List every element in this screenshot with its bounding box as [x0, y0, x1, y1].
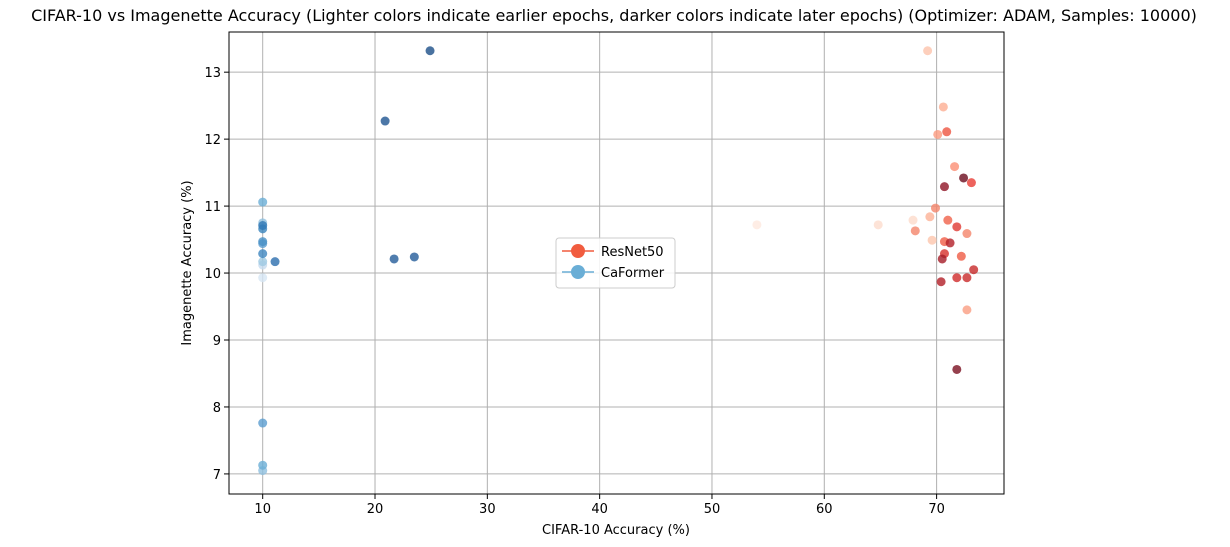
- data-points: [258, 46, 979, 476]
- data-point-resnet50: [945, 238, 955, 248]
- data-point-resnet50: [925, 212, 935, 222]
- y-axis-label: Imagenette Accuracy (%): [180, 180, 195, 345]
- data-point-resnet50: [952, 273, 962, 283]
- data-point-resnet50: [962, 229, 972, 239]
- x-tick-label: 30: [479, 502, 496, 517]
- data-point-caformer: [258, 221, 268, 231]
- data-point-resnet50: [936, 277, 946, 287]
- data-point-resnet50: [930, 203, 940, 213]
- data-point-caformer: [258, 418, 268, 428]
- legend-marker-caformer: [571, 265, 585, 279]
- x-tick-label: 50: [704, 502, 721, 517]
- data-point-resnet50: [910, 226, 920, 236]
- data-point-resnet50: [908, 215, 918, 225]
- data-point-caformer: [389, 254, 399, 264]
- data-point-caformer: [380, 116, 390, 126]
- x-tick-label: 20: [367, 502, 384, 517]
- data-point-resnet50: [938, 102, 948, 112]
- legend-label-resnet50: ResNet50: [601, 245, 664, 260]
- data-point-resnet50: [952, 222, 962, 232]
- y-tick-label: 13: [204, 66, 221, 81]
- data-point-caformer: [258, 273, 268, 283]
- data-point-resnet50: [966, 178, 976, 188]
- chart-title: CIFAR-10 vs Imagenette Accuracy (Lighter…: [31, 6, 1197, 25]
- plot-area-frame: [228, 31, 1005, 495]
- data-point-resnet50: [956, 251, 966, 261]
- data-point-resnet50: [927, 235, 937, 245]
- data-point-resnet50: [962, 273, 972, 283]
- data-point-resnet50: [962, 305, 972, 315]
- data-point-resnet50: [959, 173, 969, 183]
- y-tick-label: 11: [204, 200, 221, 215]
- data-point-caformer: [258, 249, 268, 259]
- data-point-resnet50: [950, 162, 960, 172]
- y-tick-label: 9: [213, 334, 221, 349]
- data-point-resnet50: [969, 265, 979, 275]
- y-axis-ticks: 7 8 9 10 11 12 13: [204, 66, 229, 483]
- legend-label-caformer: CaFormer: [601, 266, 665, 281]
- data-point-resnet50: [952, 364, 962, 374]
- y-tick-label: 12: [204, 133, 221, 148]
- data-point-resnet50: [937, 254, 947, 264]
- data-point-resnet50: [933, 129, 943, 139]
- x-tick-label: 40: [591, 502, 608, 517]
- legend-marker-resnet50: [571, 244, 585, 258]
- x-tick-label: 70: [928, 502, 945, 517]
- y-tick-label: 8: [213, 401, 221, 416]
- data-point-caformer: [258, 197, 268, 207]
- data-point-caformer: [258, 257, 268, 267]
- data-point-caformer: [409, 252, 419, 262]
- legend: ResNet50 CaFormer: [555, 237, 676, 289]
- data-point-resnet50: [873, 220, 883, 230]
- data-point-resnet50: [923, 46, 933, 56]
- data-point-resnet50: [943, 215, 953, 225]
- data-point-caformer: [258, 460, 268, 470]
- data-point-resnet50: [942, 127, 952, 137]
- x-axis-label: CIFAR-10 Accuracy (%): [542, 523, 690, 538]
- data-point-resnet50: [939, 182, 949, 192]
- x-axis-ticks: 10 20 30 40 50 60 70: [254, 494, 945, 517]
- data-point-resnet50: [752, 220, 762, 230]
- y-tick-label: 7: [213, 468, 221, 483]
- data-point-caformer: [425, 46, 435, 56]
- y-tick-label: 10: [204, 267, 221, 282]
- data-point-caformer: [270, 257, 280, 267]
- data-point-caformer: [258, 237, 268, 247]
- x-tick-label: 60: [816, 502, 833, 517]
- x-tick-label: 10: [254, 502, 271, 517]
